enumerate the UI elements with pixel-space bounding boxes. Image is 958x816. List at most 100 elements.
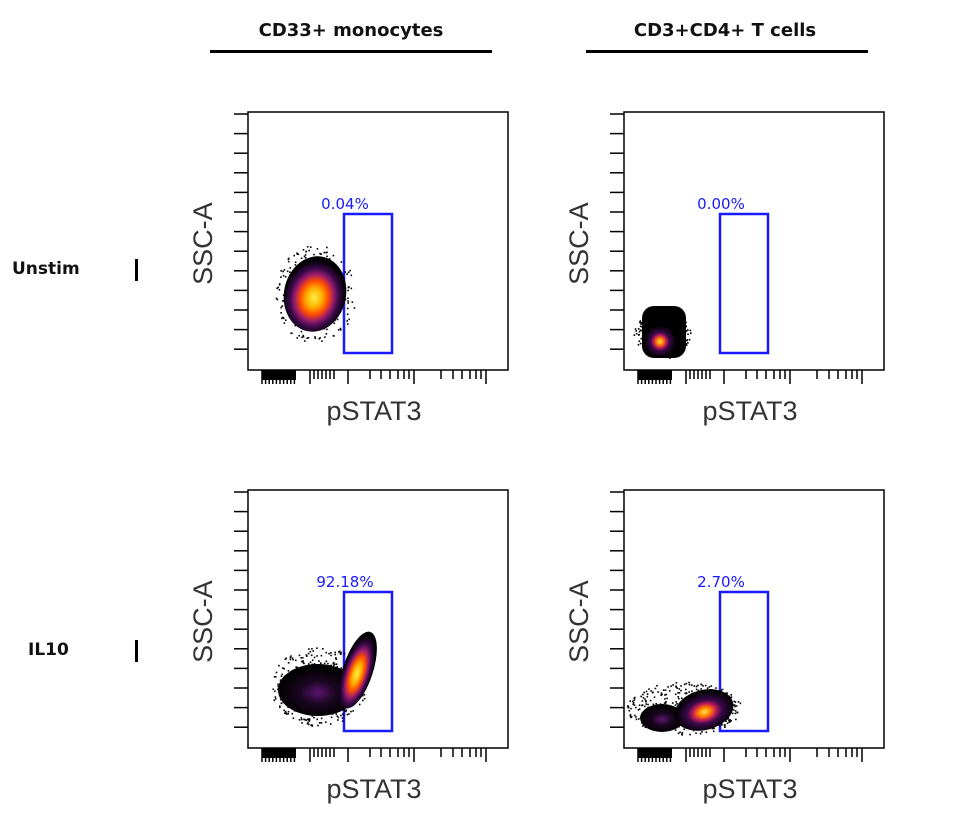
event-dot	[283, 300, 285, 303]
event-dot	[347, 300, 349, 302]
gate-rectangle	[718, 212, 770, 355]
event-dot	[341, 720, 344, 722]
event-dot	[361, 694, 364, 697]
event-dot	[298, 654, 301, 657]
event-dot	[314, 337, 317, 340]
event-dot	[300, 257, 303, 260]
event-dot	[332, 254, 335, 257]
event-dot	[726, 692, 729, 695]
event-dot	[339, 652, 342, 655]
event-dot	[309, 661, 312, 664]
event-dot	[680, 697, 683, 700]
panel-unstim-tcells: pSTAT3 SSC-A 0.00%	[564, 111, 885, 426]
gate-rectangle	[342, 590, 394, 733]
event-dot	[278, 705, 281, 708]
event-dot	[635, 332, 638, 335]
event-dot	[287, 712, 289, 715]
event-dot	[274, 676, 277, 678]
x-axis-label: pSTAT3	[702, 396, 797, 426]
event-dot	[280, 317, 283, 320]
event-dot	[287, 669, 290, 672]
event-dot	[712, 730, 715, 733]
event-dot	[344, 271, 347, 273]
event-dot	[289, 271, 291, 273]
event-dot	[670, 685, 672, 687]
event-dot	[715, 687, 717, 689]
event-dot	[300, 717, 303, 719]
event-dot	[277, 286, 280, 289]
event-dot	[275, 297, 278, 300]
event-dot	[300, 657, 303, 659]
event-dot	[281, 673, 284, 676]
event-dot	[691, 690, 693, 692]
event-dot	[710, 685, 713, 687]
y-axis-label: SSC-A	[564, 202, 594, 285]
gate-percentage-label: 0.04%	[321, 195, 369, 213]
event-dot	[638, 330, 641, 333]
event-dot	[644, 726, 647, 729]
event-dot	[277, 683, 279, 686]
event-dot	[635, 718, 638, 721]
x-axis-label: pSTAT3	[326, 396, 421, 426]
event-dot	[325, 251, 327, 254]
row-label-il10: IL10	[28, 640, 69, 660]
event-dot	[640, 695, 642, 698]
event-dot	[639, 325, 642, 328]
event-dot	[660, 692, 663, 695]
event-dot	[723, 724, 726, 727]
event-dot	[632, 701, 635, 704]
event-dot	[280, 702, 283, 704]
event-dot	[666, 697, 668, 700]
event-dot	[646, 695, 649, 698]
event-dot	[684, 692, 687, 695]
event-dot	[665, 700, 667, 703]
event-dot	[347, 289, 349, 292]
event-dot	[700, 683, 703, 686]
event-dot	[311, 725, 314, 727]
panel-il10-tcells: pSTAT3 SSC-A 2.70%	[564, 489, 885, 804]
event-dot	[280, 276, 282, 278]
event-dot	[734, 710, 737, 712]
event-dot	[676, 687, 679, 689]
event-dot	[285, 712, 288, 715]
event-dot	[350, 274, 353, 277]
event-dot	[685, 339, 688, 342]
event-dot	[633, 714, 636, 717]
event-dot	[680, 685, 682, 687]
event-dot	[630, 716, 632, 719]
event-dot	[641, 704, 643, 707]
density-blob-low	[278, 664, 358, 716]
event-dot	[322, 647, 324, 650]
event-dot	[346, 713, 349, 716]
event-dot	[672, 684, 674, 686]
event-dot	[343, 710, 346, 713]
event-dot	[302, 661, 304, 664]
event-dot	[638, 708, 641, 710]
event-dot	[664, 702, 667, 704]
event-dot	[346, 273, 348, 275]
y-axis-label: SSC-A	[564, 580, 594, 663]
event-dot	[282, 667, 284, 669]
event-dot	[296, 337, 299, 339]
column-header-monocytes: CD33+ monocytes	[258, 20, 444, 41]
event-dot	[731, 712, 734, 715]
event-dot	[326, 251, 328, 254]
event-dot	[664, 689, 667, 692]
event-dot	[690, 332, 692, 334]
event-dot	[737, 701, 740, 703]
event-dot	[302, 249, 305, 251]
event-dot	[662, 689, 665, 691]
event-dot	[294, 659, 297, 662]
event-dot	[313, 716, 315, 719]
event-dot	[725, 720, 727, 722]
event-dot	[285, 657, 287, 660]
event-dot	[700, 688, 702, 690]
event-dot	[350, 287, 353, 290]
event-dot	[294, 324, 297, 327]
event-dot	[651, 691, 654, 694]
event-dot	[646, 693, 649, 695]
event-dot	[664, 698, 666, 700]
event-dot	[346, 313, 349, 316]
column-underline-monocytes	[210, 50, 492, 53]
event-dot	[629, 700, 632, 703]
